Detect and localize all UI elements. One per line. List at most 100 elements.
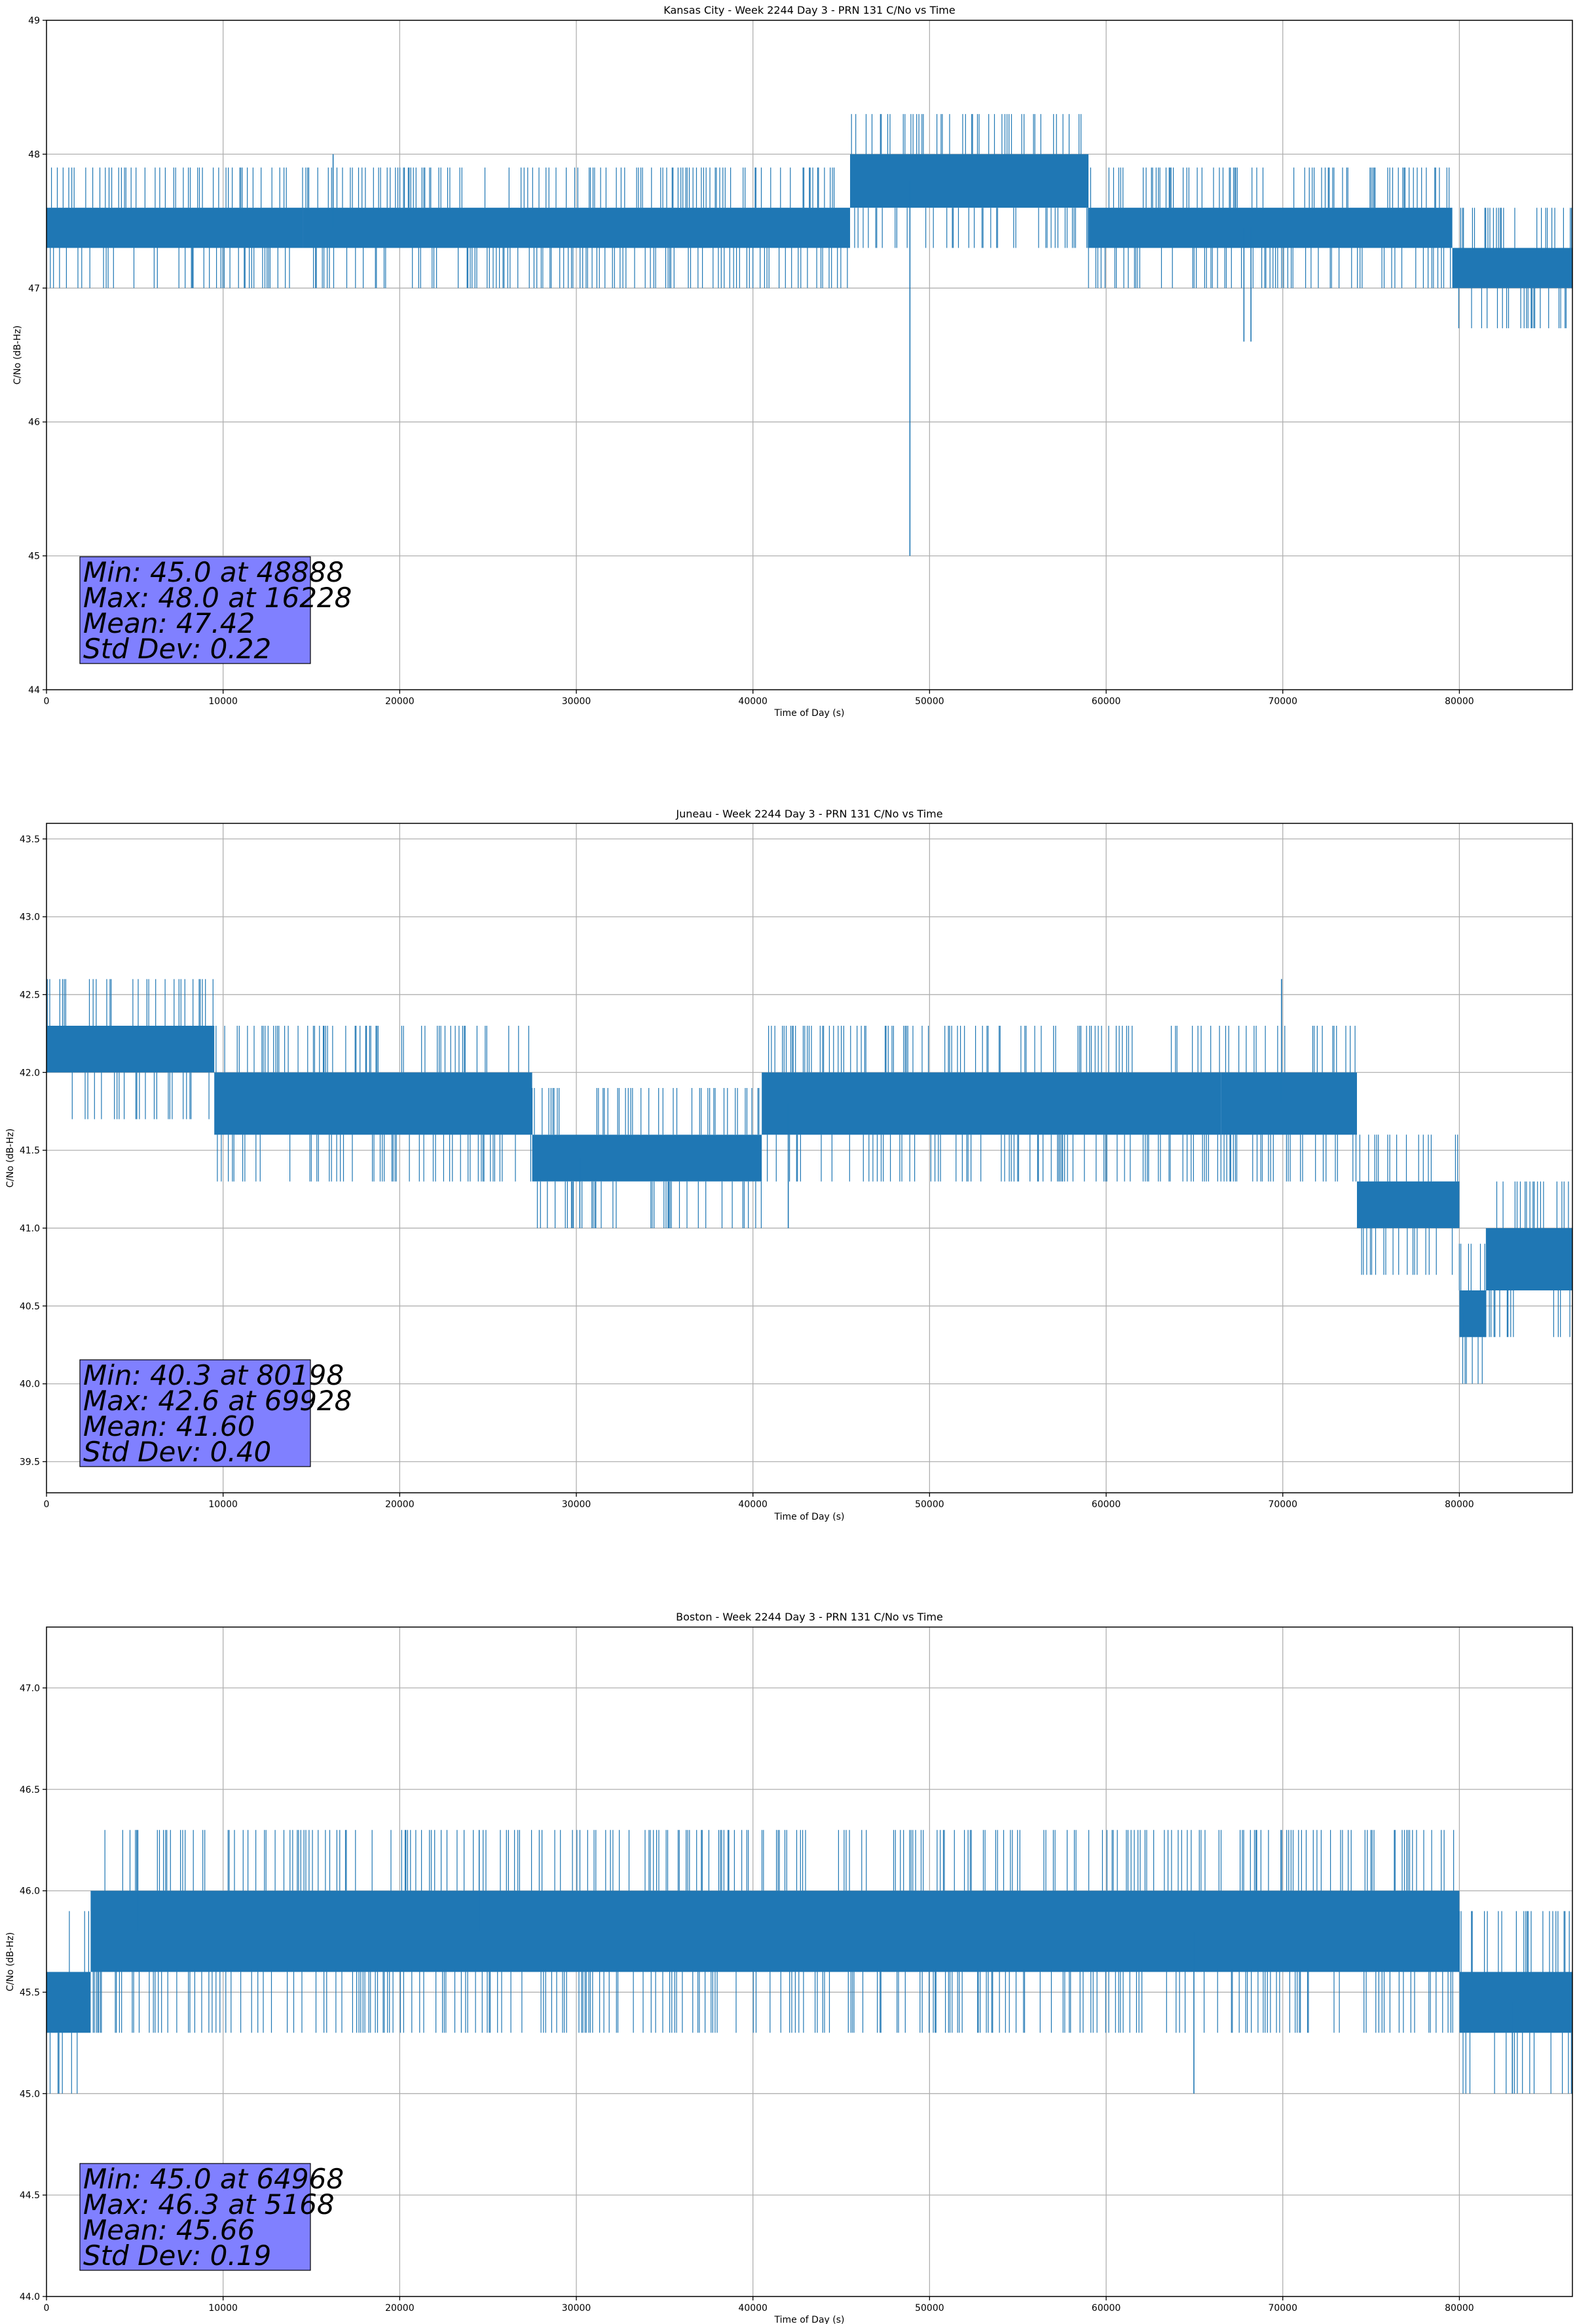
x-tick-label: 30000 [562,696,591,707]
x-tick-label: 60000 [1092,696,1121,707]
y-tick-label: 45 [28,552,40,562]
plot-frame [46,823,1573,1493]
chart-panel-kansas-city: Kansas City - Week 2244 Day 3 - PRN 131 … [12,4,1573,719]
cno-fluctuation [49,1911,89,2094]
stats-max: Max: 48.0 at 16228 [83,582,352,614]
chart-title: Juneau - Week 2244 Day 3 - PRN 131 C/No … [675,808,942,820]
cno-fluctuation [1458,1243,1485,1384]
x-tick-label: 80000 [1445,696,1474,707]
chart-title: Kansas City - Week 2244 Day 3 - PRN 131 … [663,4,955,16]
y-tick-label: 44 [28,685,40,696]
x-tick-label: 10000 [208,696,238,707]
plot-frame [46,20,1573,690]
x-tick-label: 70000 [1268,1499,1297,1510]
cno-fluctuation [46,979,213,1119]
cno-fluctuation [302,167,848,288]
x-tick-label: 70000 [1268,696,1297,707]
x-tick-label: 30000 [562,1499,591,1510]
cno-fluctuation [767,1026,1220,1182]
y-tick-label: 47 [28,284,40,294]
y-tick-label: 46.5 [20,1785,40,1795]
y-tick-label: 48 [28,149,40,160]
stats-mean: Mean: 45.66 [83,2214,255,2246]
y-tick-label: 45.0 [20,2089,40,2099]
y-tick-label: 39.5 [20,1457,40,1467]
y-tick-label: 40.0 [20,1379,40,1390]
chart-title: Boston - Week 2244 Day 3 - PRN 131 C/No … [676,1611,943,1623]
y-tick-label: 44.5 [20,2190,40,2201]
cno-band [532,1134,762,1182]
y-tick-label: 45.5 [20,1987,40,1998]
stats-std-dev: Std Dev: 0.22 [83,633,271,665]
cno-fluctuation [1088,167,1451,288]
stats-box-background [79,2163,311,2271]
y-tick-label: 41.0 [20,1224,40,1234]
chart-panel-boston: Boston - Week 2244 Day 3 - PRN 131 C/No … [5,1611,1573,2324]
y-tick-label: 49 [28,16,40,26]
stats-std-dev: Std Dev: 0.19 [83,2240,271,2272]
x-tick-label: 0 [44,696,50,707]
x-tick-label: 80000 [1445,2303,1474,2314]
stats-mean: Mean: 41.60 [83,1410,255,1442]
cno-fluctuation [532,1088,762,1228]
y-tick-label: 47.0 [20,1683,40,1694]
cno-band [214,1072,532,1135]
stats-std-dev: Std Dev: 0.40 [83,1436,271,1468]
y-axis-label: C/No (dB-Hz) [5,1932,16,1991]
x-tick-label: 50000 [915,696,944,707]
x-tick-label: 60000 [1092,2303,1121,2314]
x-tick-label: 60000 [1092,1499,1121,1510]
y-tick-label: 42.5 [20,990,40,1000]
cno-band [1088,208,1453,248]
y-axis-label: C/No (dB-Hz) [5,1129,16,1188]
cno-band [1459,1290,1486,1338]
stats-max: Max: 42.6 at 69928 [83,1385,352,1417]
y-axis-label: C/No (dB-Hz) [12,326,23,384]
y-tick-label: 43.5 [20,834,40,845]
cno-fluctuation [1458,1911,1573,2094]
cno-band [1485,1228,1572,1291]
x-tick-label: 80000 [1445,1499,1474,1510]
cno-band [46,1972,91,2033]
plot-frame [46,1626,1573,2297]
cno-fluctuation [1220,1026,1357,1182]
x-tick-label: 20000 [385,1499,415,1510]
x-tick-label: 20000 [385,696,415,707]
chart-panel-juneau: Juneau - Week 2244 Day 3 - PRN 131 C/No … [5,808,1573,1522]
y-tick-label: 46.0 [20,1886,40,1897]
cno-band [303,208,851,248]
stats-box: Min: 40.3 at 80198 Max: 42.6 at 69928 Me… [79,1359,352,1468]
cno-band [90,1890,1460,1972]
stats-min: Min: 45.0 at 48888 [83,556,344,588]
cno-band [762,1072,1221,1135]
cno-fluctuation [1485,1181,1570,1338]
stats-mean: Mean: 47.42 [83,607,255,639]
y-tick-label: 43.0 [20,912,40,923]
cno-band [46,208,303,248]
x-tick-label: 0 [44,2303,50,2314]
cno-band [46,1025,215,1073]
cno-fluctuation [215,1026,531,1182]
x-tick-label: 20000 [385,2303,415,2314]
cno-fluctuation [50,167,290,288]
stats-box: Min: 45.0 at 48888 Max: 48.0 at 16228 Me… [79,556,352,665]
cno-band [1356,1181,1460,1228]
cno-band [1221,1072,1357,1135]
y-tick-label: 42.0 [20,1068,40,1078]
x-tick-label: 70000 [1268,2303,1297,2314]
stats-min: Min: 45.0 at 64968 [83,2163,344,2195]
x-tick-label: 40000 [738,1499,768,1510]
stats-box-background [79,1359,311,1467]
x-tick-label: 30000 [562,2303,591,2314]
cno-band [850,154,1089,208]
x-tick-label: 50000 [915,1499,944,1510]
x-axis-label: Time of Day (s) [774,1512,845,1522]
stats-box-background [79,556,311,664]
y-tick-label: 44.0 [20,2292,40,2302]
stats-min: Min: 40.3 at 80198 [83,1359,344,1391]
y-tick-label: 41.5 [20,1146,40,1156]
stats-box: Min: 45.0 at 64968 Max: 46.3 at 5168 Mea… [79,2163,344,2272]
x-tick-label: 10000 [208,2303,238,2314]
y-tick-label: 40.5 [20,1302,40,1312]
